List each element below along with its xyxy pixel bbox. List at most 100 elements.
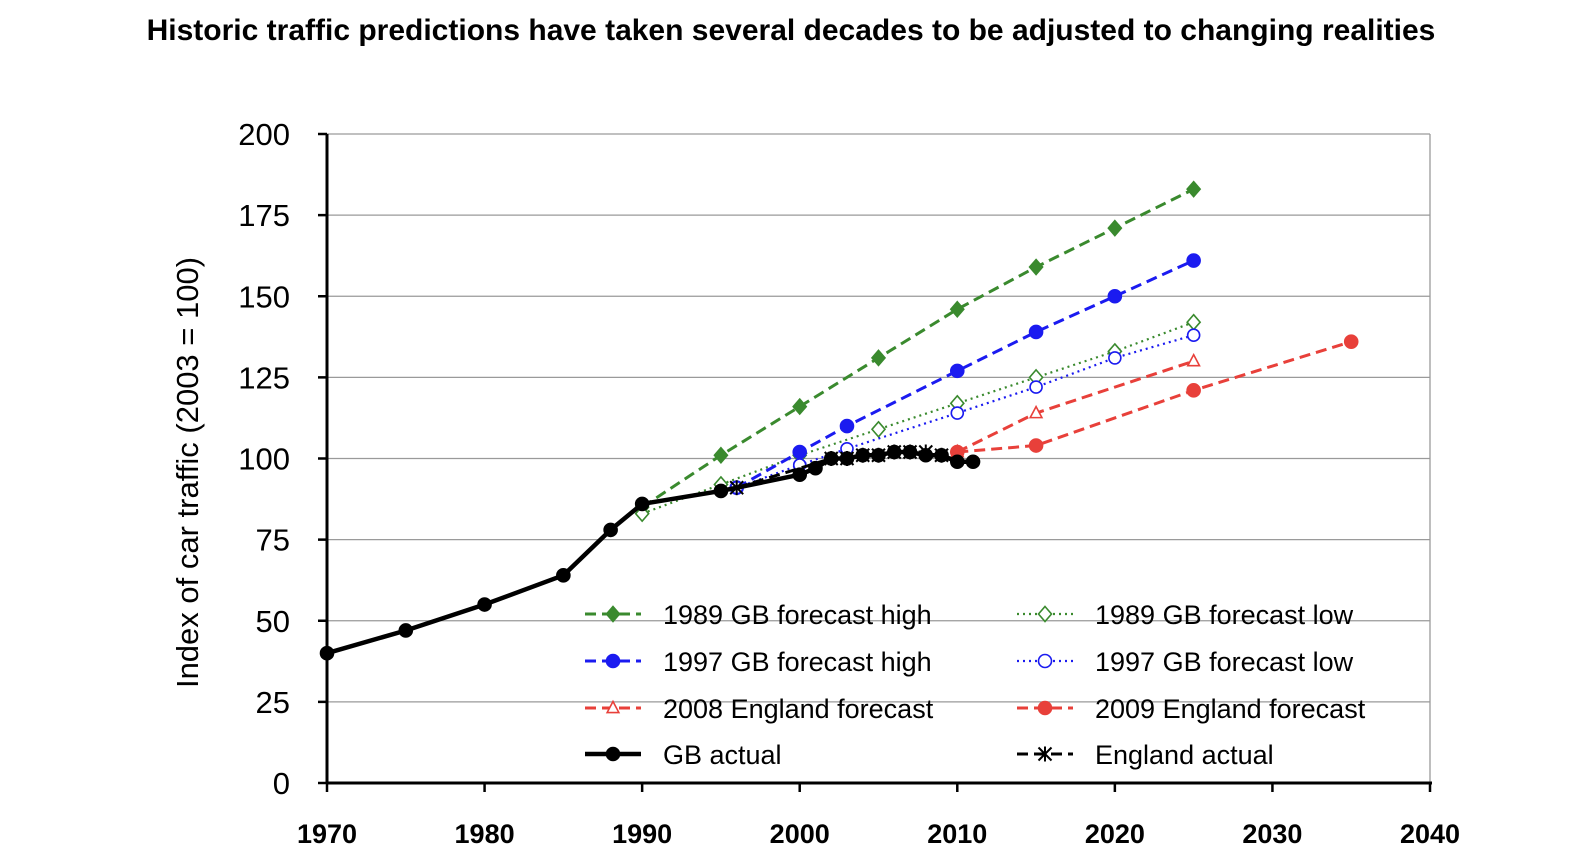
- y-tick-label: 100: [238, 442, 290, 477]
- data-point: [1028, 438, 1044, 453]
- data-point: [1186, 253, 1201, 268]
- data-point: [839, 451, 855, 466]
- legend-label: 1997 GB forecast high: [663, 647, 932, 677]
- x-tick-label: 2010: [927, 819, 987, 849]
- data-point: [1186, 383, 1201, 398]
- data-point: [918, 444, 933, 460]
- data-point: [950, 406, 965, 420]
- series-layer: [319, 180, 1359, 661]
- axes: [318, 132, 1432, 792]
- y-tick-label: 175: [238, 198, 290, 233]
- series-2009-england-forecast: [949, 334, 1359, 460]
- data-point: [824, 451, 839, 466]
- data-point: [1028, 258, 1044, 276]
- x-tick-label: 1980: [455, 819, 515, 849]
- data-point: [1107, 288, 1123, 304]
- data-point: [965, 454, 981, 470]
- y-tick-label: 200: [238, 117, 290, 152]
- series-2008-england-forecast: [950, 352, 1201, 458]
- data-point: [634, 496, 650, 512]
- x-tick-labels: 1970 1980 1990 2000 2010 2020 2030 2040: [297, 819, 1460, 849]
- legend-label: 1997 GB forecast low: [1095, 647, 1354, 677]
- series-line: [641, 321, 1195, 515]
- data-point: [1343, 334, 1359, 349]
- y-tick-label: 150: [238, 279, 290, 314]
- legend-item-1997-gb-forecast-low: 1997 GB forecast low: [1017, 647, 1354, 677]
- legend-item-england-actual: England actual: [1017, 740, 1274, 770]
- legend-item-gb-actual: GB actual: [585, 740, 782, 770]
- data-point: [870, 420, 887, 439]
- legend-label: 2009 England forecast: [1095, 694, 1366, 724]
- data-point: [1028, 324, 1044, 340]
- data-point: [1107, 219, 1123, 237]
- data-point: [870, 349, 887, 367]
- legend-label: 1989 GB forecast high: [663, 600, 932, 630]
- legend: 1989 GB forecast high 1997 GB forecast hi…: [585, 600, 1366, 770]
- legend-label: 2008 England forecast: [663, 694, 934, 724]
- data-point: [319, 645, 335, 661]
- legend-item-1989-gb-forecast-low: 1989 GB forecast low: [1017, 600, 1354, 630]
- y-tick-label: 0: [273, 766, 290, 801]
- data-point: [1037, 700, 1053, 716]
- series-line: [956, 359, 1195, 454]
- data-point: [949, 363, 965, 379]
- series-england-actual: [729, 444, 949, 496]
- data-point: [792, 467, 808, 483]
- data-point: [902, 444, 918, 460]
- data-point: [949, 300, 965, 318]
- data-point: [605, 746, 621, 762]
- y-tick-label: 50: [256, 604, 290, 639]
- legend-label: England actual: [1095, 740, 1274, 770]
- page-title: Historic traffic predictions have taken …: [146, 14, 1436, 47]
- legend-item-2008-england-forecast: 2008 England forecast: [585, 694, 934, 724]
- x-tick-label: 2030: [1242, 819, 1302, 849]
- data-point: [556, 568, 571, 583]
- data-point: [605, 653, 621, 669]
- y-axis-label: Index of car traffic (2003 = 100): [170, 257, 205, 688]
- legend-label: 1989 GB forecast low: [1095, 600, 1354, 630]
- x-tick-label: 2040: [1400, 819, 1460, 849]
- data-point: [839, 418, 855, 434]
- data-point: [792, 397, 808, 416]
- legend-item-1989-gb-forecast-high: 1989 GB forecast high: [585, 600, 932, 630]
- data-point: [934, 447, 949, 463]
- data-point: [1029, 380, 1043, 394]
- data-point: [1037, 605, 1053, 623]
- y-tick-label: 25: [256, 685, 290, 720]
- data-point: [1186, 313, 1202, 331]
- legend-item-1997-gb-forecast-high: 1997 GB forecast high: [585, 647, 932, 677]
- x-tick-label: 1970: [297, 819, 357, 849]
- data-point: [477, 597, 492, 612]
- series-line: [641, 187, 1195, 509]
- data-point: [729, 480, 744, 496]
- data-point: [713, 446, 729, 464]
- x-tick-label: 2000: [770, 819, 830, 849]
- data-point: [398, 623, 414, 638]
- data-point: [949, 454, 965, 470]
- data-point: [605, 699, 621, 714]
- data-point: [1186, 180, 1202, 198]
- data-point: [887, 444, 902, 460]
- data-point: [792, 444, 808, 460]
- x-tick-label: 2020: [1085, 819, 1145, 849]
- data-point: [1108, 351, 1122, 365]
- data-point: [1186, 328, 1201, 342]
- data-point: [871, 447, 886, 463]
- series-line: [957, 340, 1352, 454]
- data-point: [1037, 746, 1053, 762]
- data-point: [713, 483, 729, 499]
- data-point: [1028, 404, 1044, 419]
- legend-label: GB actual: [663, 740, 782, 770]
- y-tick-label: 75: [256, 523, 290, 558]
- gridlines: [327, 133, 1431, 783]
- y-tick-labels: 0 25 50 75 100 125 150 175 200: [238, 117, 290, 801]
- data-point: [603, 522, 618, 538]
- y-tick-label: 125: [238, 360, 290, 395]
- x-tick-label: 1990: [612, 819, 672, 849]
- legend-item-2009-england-forecast: 2009 England forecast: [1017, 694, 1366, 724]
- data-point: [1037, 653, 1053, 669]
- data-point: [855, 447, 870, 463]
- series-1989-gb-forecast-high: [634, 180, 1202, 516]
- data-point: [605, 605, 621, 623]
